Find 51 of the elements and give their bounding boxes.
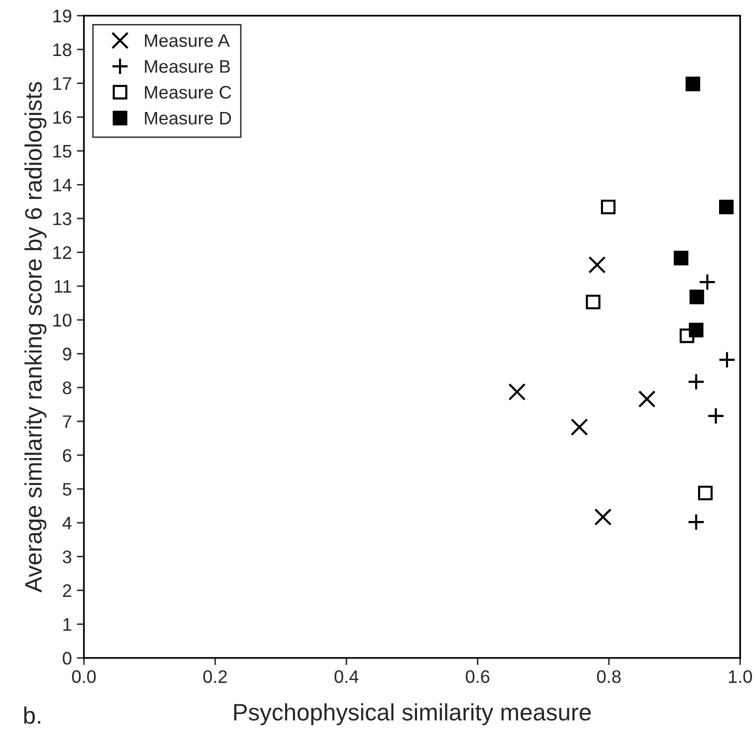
y-tick-label: 6 — [62, 449, 72, 462]
y-tick-label: 12 — [53, 246, 72, 259]
y-axis-title: Average similarity ranking score by 6 radiologists — [24, 82, 46, 592]
legend-label: Measure D — [144, 112, 231, 125]
point — [698, 486, 713, 500]
x-tick-label: 0.2 — [203, 670, 227, 684]
x-tick-label: 0.0 — [72, 670, 96, 684]
y-tick-label: 11 — [54, 280, 72, 293]
y-tick-label: 1 — [63, 618, 72, 631]
y-tick-label: 9 — [62, 348, 72, 360]
legend-label: Measure A — [144, 34, 230, 47]
point — [690, 290, 704, 304]
point — [707, 407, 725, 425]
legend-label: Measure B — [144, 60, 230, 73]
x-tick-label: 0.8 — [597, 670, 621, 684]
point — [687, 373, 705, 390]
point — [508, 383, 526, 401]
y-tick-label: 15 — [53, 145, 72, 158]
point — [594, 508, 612, 526]
y-tick-label: 0 — [62, 652, 72, 665]
y-tick-label: 16 — [53, 111, 72, 124]
y-tick-label: 10 — [53, 314, 72, 327]
y-tick-label: 14 — [53, 178, 72, 192]
y-tick-label: 3 — [62, 550, 72, 564]
point — [674, 250, 688, 266]
y-tick-label: 4 — [62, 516, 72, 530]
text: b. — [24, 706, 40, 724]
y-tick-label: 18 — [53, 43, 72, 56]
point — [586, 294, 600, 310]
y-tick-label: 17 — [53, 77, 72, 90]
legend-label: Measure C — [144, 86, 232, 99]
y-tick-label: 5 — [62, 483, 72, 496]
y-tick-label: 13 — [53, 212, 72, 226]
y-tick-label: 8 — [62, 381, 72, 394]
point — [698, 273, 716, 291]
y-tick-label: 7 — [62, 415, 72, 428]
x-axis-title: Psychophysical similarity measure — [234, 703, 591, 726]
point — [638, 390, 656, 408]
point — [588, 256, 606, 274]
x-tick-label: 0.6 — [466, 670, 490, 684]
x-tick-label: 1.0 — [728, 670, 752, 684]
point — [600, 200, 616, 214]
point — [688, 322, 704, 338]
point — [719, 200, 734, 214]
point — [718, 351, 736, 368]
y-tick-label: 2 — [62, 584, 72, 597]
point — [570, 418, 588, 436]
x-tick-label: 0.4 — [334, 670, 358, 684]
point — [687, 513, 705, 531]
y-tick-label: 19 — [53, 10, 72, 22]
point — [686, 76, 700, 92]
